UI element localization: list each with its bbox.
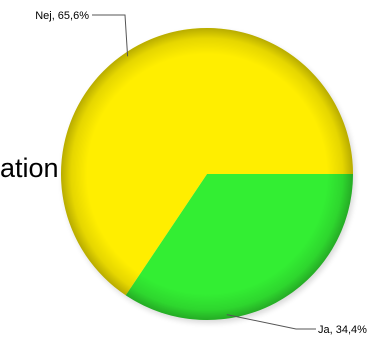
slice-label-nej: Nej, 65,6% (35, 10, 89, 22)
pie-labels: Ja, 34,4% Nej, 65,6% (35, 10, 367, 336)
pie-slices (61, 28, 354, 321)
slice-label-ja: Ja, 34,4% (318, 324, 367, 336)
leader-line-ja (226, 314, 316, 330)
leader-line-nej (92, 14, 129, 57)
background-text-fragment: ation (0, 153, 59, 183)
